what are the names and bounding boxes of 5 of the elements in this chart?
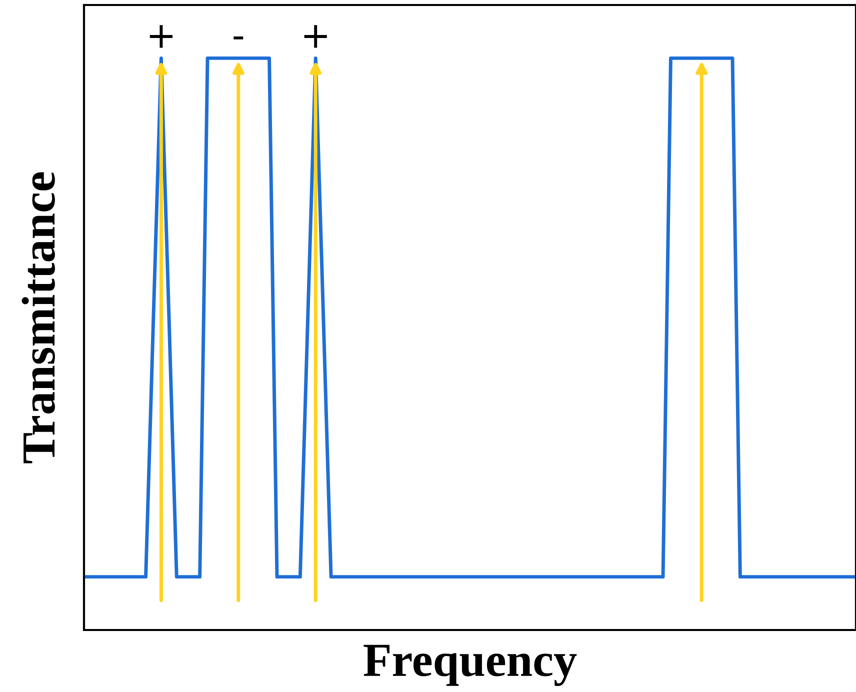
y-axis-title: Transmittance [22,172,55,464]
text: + [304,25,327,48]
x-axis-title: Frequency [364,644,577,686]
text: - [234,36,244,40]
text: + [150,25,172,48]
